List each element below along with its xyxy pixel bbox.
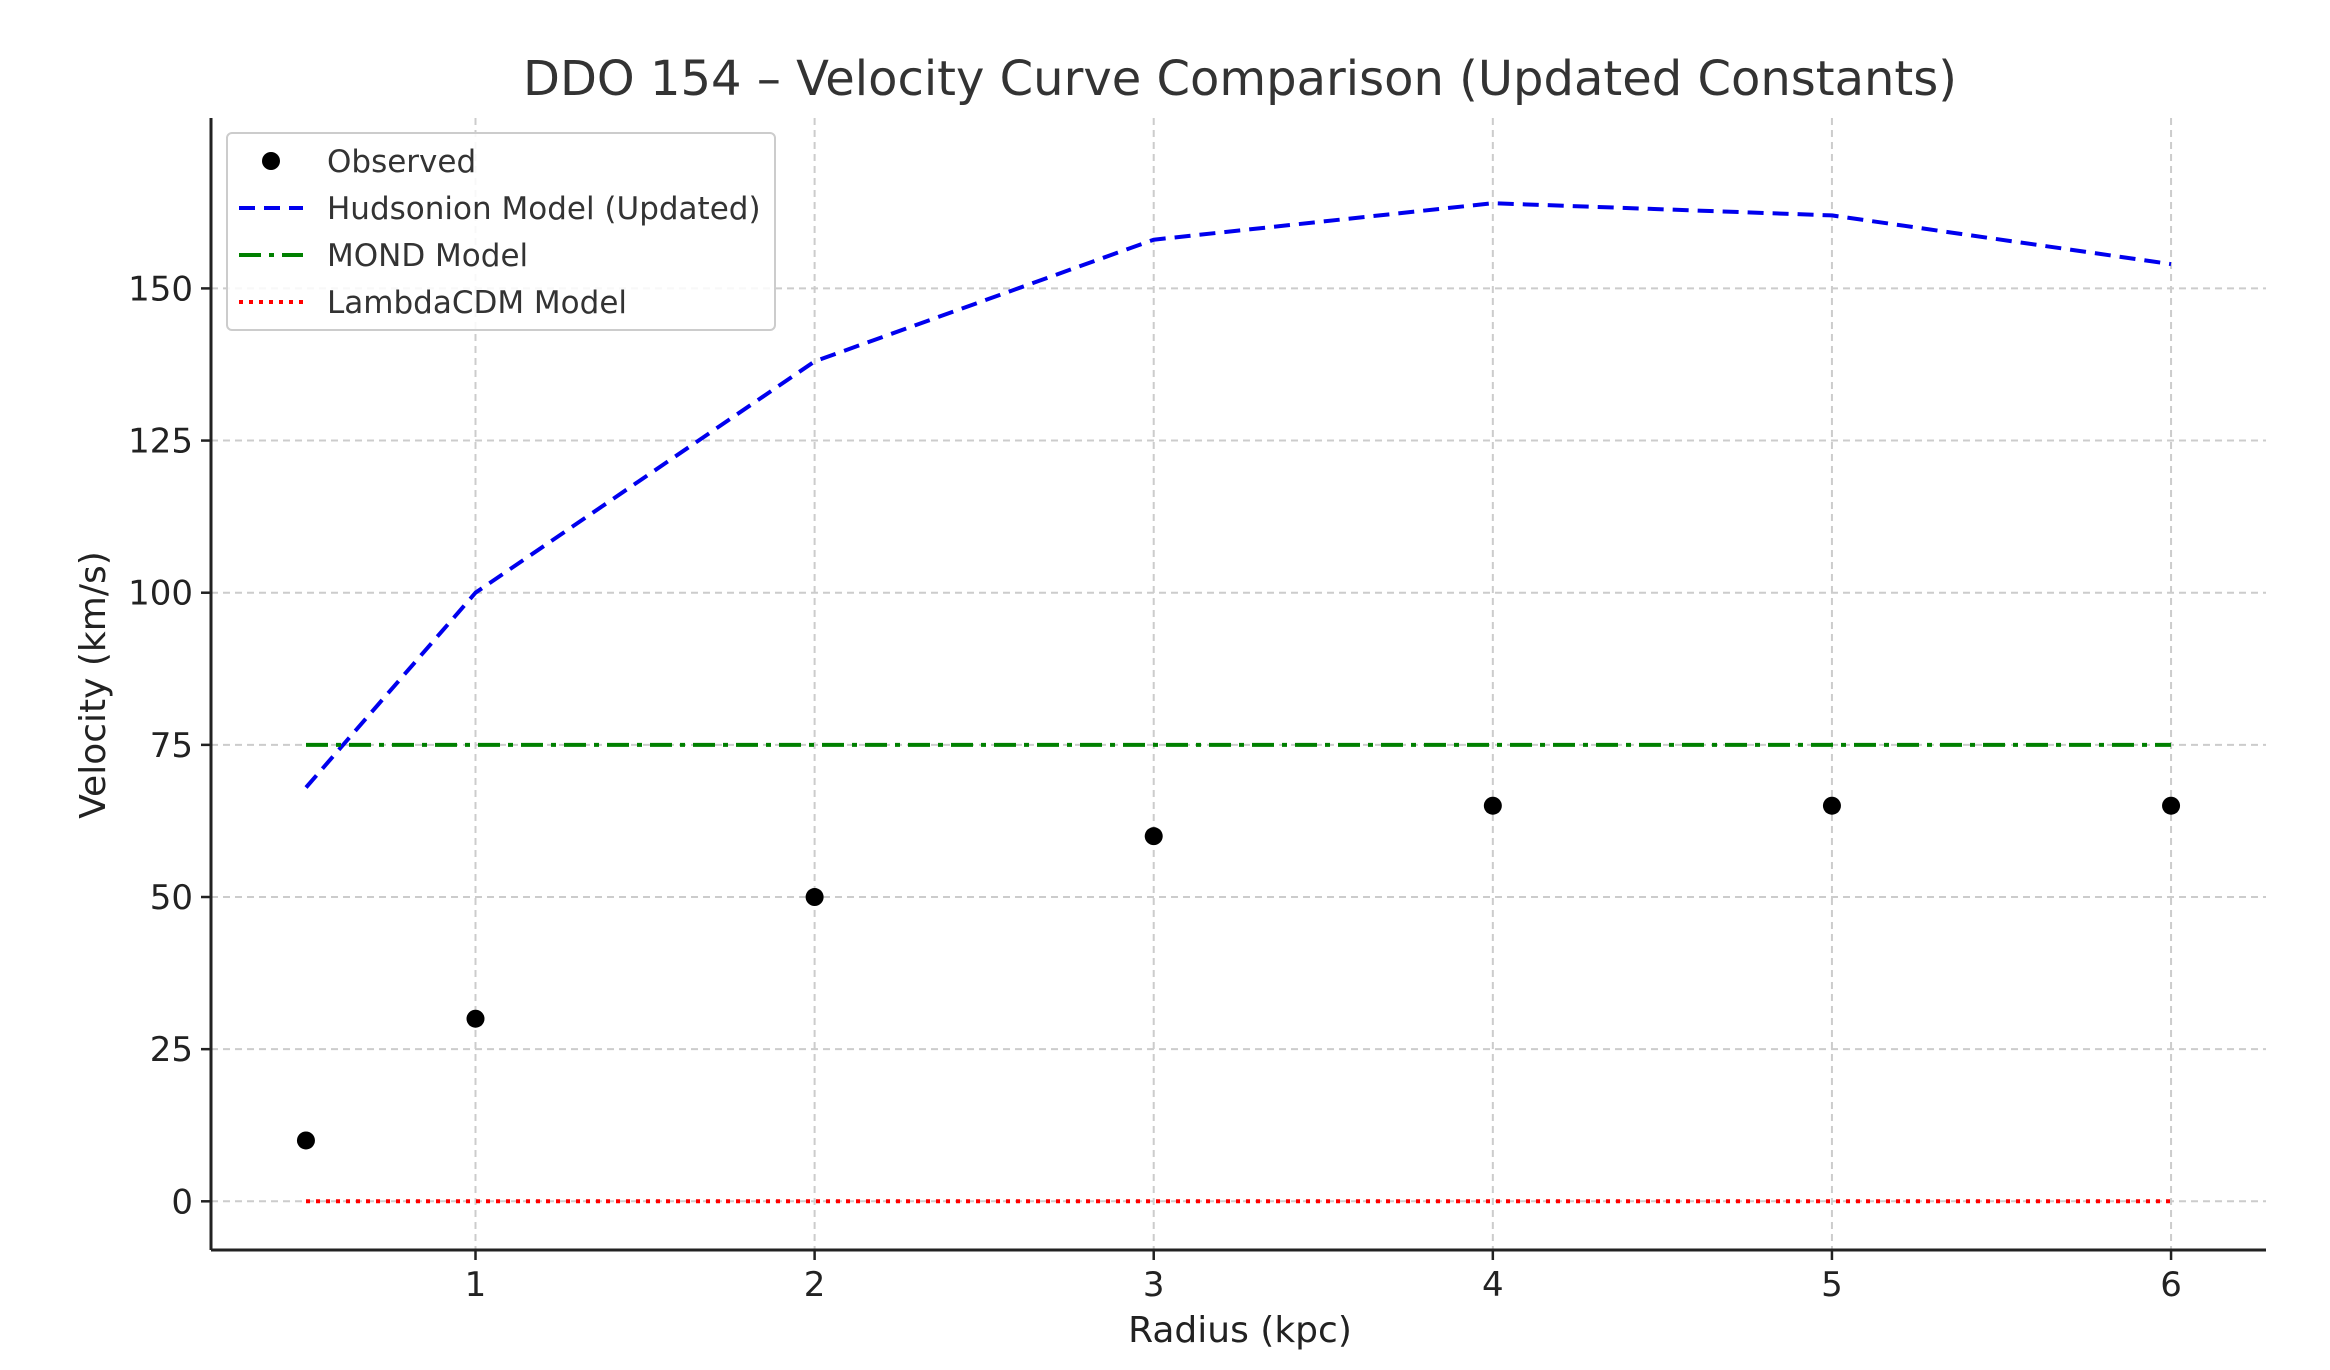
y-tick-label-50: 50 bbox=[150, 878, 193, 918]
legend: Observed Hudsonion Model (Updated) MOND Mo… bbox=[226, 132, 776, 331]
observed-point-2 bbox=[805, 888, 824, 907]
observed-point-0 bbox=[296, 1131, 315, 1150]
y-tick-label-150: 150 bbox=[128, 269, 193, 309]
y-tick-label-25: 25 bbox=[150, 1030, 193, 1070]
x-tick-label-1: 1 bbox=[465, 1265, 487, 1305]
legend-label-mond-model: MOND Model bbox=[327, 238, 528, 274]
observed-point-3 bbox=[1144, 827, 1163, 846]
observed-point-5 bbox=[1822, 796, 1841, 815]
legend-label-hudsonion-model-updated: Hudsonion Model (Updated) bbox=[327, 191, 761, 227]
y-tick-label-75: 75 bbox=[150, 726, 193, 766]
y-tick-label-100: 100 bbox=[128, 574, 193, 614]
observed-point-6 bbox=[2162, 796, 2181, 815]
y-tick-label-0: 0 bbox=[171, 1182, 193, 1222]
chart-title: DDO 154 – Velocity Curve Comparison (Upd… bbox=[523, 51, 1957, 107]
x-tick-label-4: 4 bbox=[1482, 1265, 1504, 1305]
x-tick-label-2: 2 bbox=[804, 1265, 826, 1305]
x-axis-label: Radius (kpc) bbox=[1128, 1310, 1352, 1351]
legend-label-observed: Observed bbox=[327, 144, 476, 180]
legend-entries: Observed Hudsonion Model (Updated) MOND Mo… bbox=[239, 144, 761, 321]
legend-label-lambdacdm-model: LambdaCDM Model bbox=[327, 285, 627, 321]
legend-box bbox=[226, 132, 776, 331]
legend-marker-observed bbox=[262, 152, 280, 170]
observed-point-1 bbox=[466, 1009, 485, 1028]
axes: 1 2 3 4 5 6 0 25 50 75 100 125 150 bbox=[128, 118, 2266, 1305]
data-series bbox=[296, 201, 2181, 1204]
observed-point-4 bbox=[1483, 796, 1502, 815]
hudsonion-model-updated-line bbox=[304, 201, 2172, 789]
y-tick-label-125: 125 bbox=[128, 422, 193, 462]
y-axis-label: Velocity (km/s) bbox=[73, 551, 114, 819]
x-tick-label-3: 3 bbox=[1143, 1265, 1165, 1305]
x-tick-label-5: 5 bbox=[1821, 1265, 1843, 1305]
x-tick-label-6: 6 bbox=[2160, 1265, 2182, 1305]
